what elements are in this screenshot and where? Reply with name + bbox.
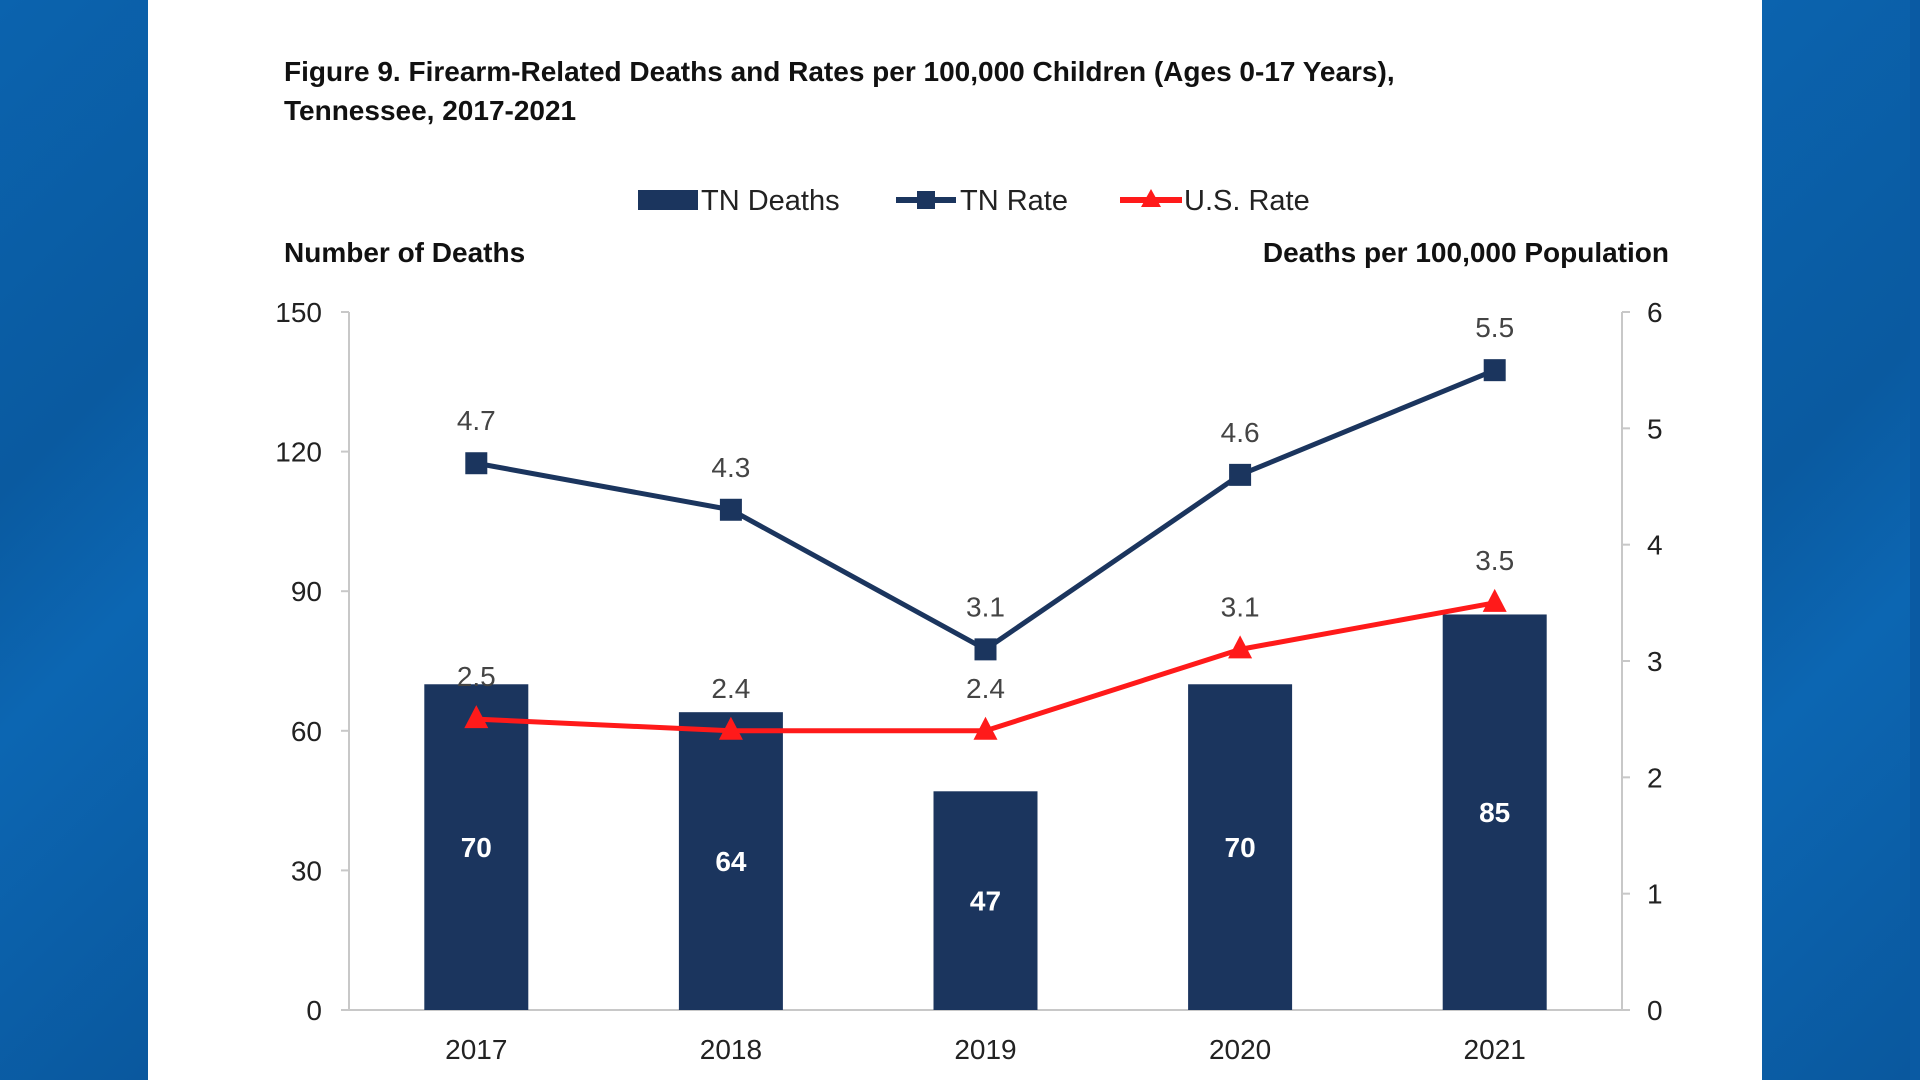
x-tick-label: 2021 [1464,1034,1526,1065]
tn-rate-marker [465,452,488,475]
bar-data-label: 85 [1479,797,1510,828]
tn-rate-marker [974,638,997,661]
us-rate-marker [1482,588,1507,612]
point-data-label: 4.7 [457,405,496,436]
x-tick-label: 2018 [700,1034,762,1065]
bar-tn-deaths [1188,684,1293,1010]
us-rate-marker [464,705,489,729]
tn-rate-marker [1229,463,1252,486]
bar-data-label: 64 [715,846,747,877]
bar-tn-deaths [678,712,783,1010]
left-tick-label: 150 [275,297,322,328]
left-axis-title: Number of Deaths [284,237,525,268]
right-tick-label: 4 [1647,530,1663,561]
point-data-label: 3.5 [1475,545,1514,576]
x-tick-label: 2019 [954,1034,1016,1065]
background-left [0,0,148,1080]
right-tick-label: 2 [1647,762,1663,793]
legend-swatch-tn-deaths [638,190,698,210]
bar-tn-deaths [933,791,1038,1010]
legend-label-tn-deaths: TN Deaths [701,185,840,217]
right-tick-label: 1 [1647,879,1663,910]
right-tick-label: 3 [1647,646,1663,677]
title-line-2: Tennessee, 2017-2021 [284,95,577,126]
right-tick-label: 6 [1647,297,1663,328]
legend-label-us-rate: U.S. Rate [1184,185,1310,217]
left-tick-label: 120 [275,437,322,468]
point-data-label: 3.1 [1221,591,1260,622]
bar-data-label: 47 [970,886,1001,917]
point-data-label: 2.5 [457,661,496,692]
legend: TN Deaths TN Rate U.S. Rate [638,185,1310,217]
us-rate-marker [973,716,998,740]
title-line-1: Figure 9. Firearm-Related Deaths and Rat… [284,56,1395,87]
legend-marker-us-rate [1141,189,1161,207]
left-tick-label: 30 [291,855,322,886]
chart-title: Figure 9. Firearm-Related Deaths and Rat… [284,52,1395,130]
point-data-label: 4.6 [1221,417,1260,448]
x-tick-label: 2017 [445,1034,507,1065]
tn-rate-marker [719,498,742,521]
bar-data-label: 70 [461,832,492,863]
point-data-label: 2.4 [711,673,750,704]
us-rate-marker [1228,635,1253,659]
left-tick-label: 60 [291,716,322,747]
right-axis-title: Deaths per 100,000 Population [1263,237,1669,268]
bar-data-label: 70 [1225,832,1256,863]
right-tick-label: 0 [1647,995,1663,1026]
tn-rate-marker [1483,359,1506,382]
us-rate-marker [718,716,743,740]
bar-tn-deaths [424,684,529,1010]
left-tick-label: 0 [306,995,322,1026]
legend-label-tn-rate: TN Rate [960,185,1068,217]
bar-tn-deaths [1442,614,1547,1010]
x-tick-label: 2020 [1209,1034,1271,1065]
point-data-label: 2.4 [966,673,1005,704]
right-tick-label: 5 [1647,413,1663,444]
background-right [1762,0,1910,1080]
point-data-label: 3.1 [966,591,1005,622]
legend-marker-tn-rate [917,191,935,209]
left-tick-label: 90 [291,576,322,607]
point-data-label: 5.5 [1475,312,1514,343]
point-data-label: 4.3 [711,452,750,483]
